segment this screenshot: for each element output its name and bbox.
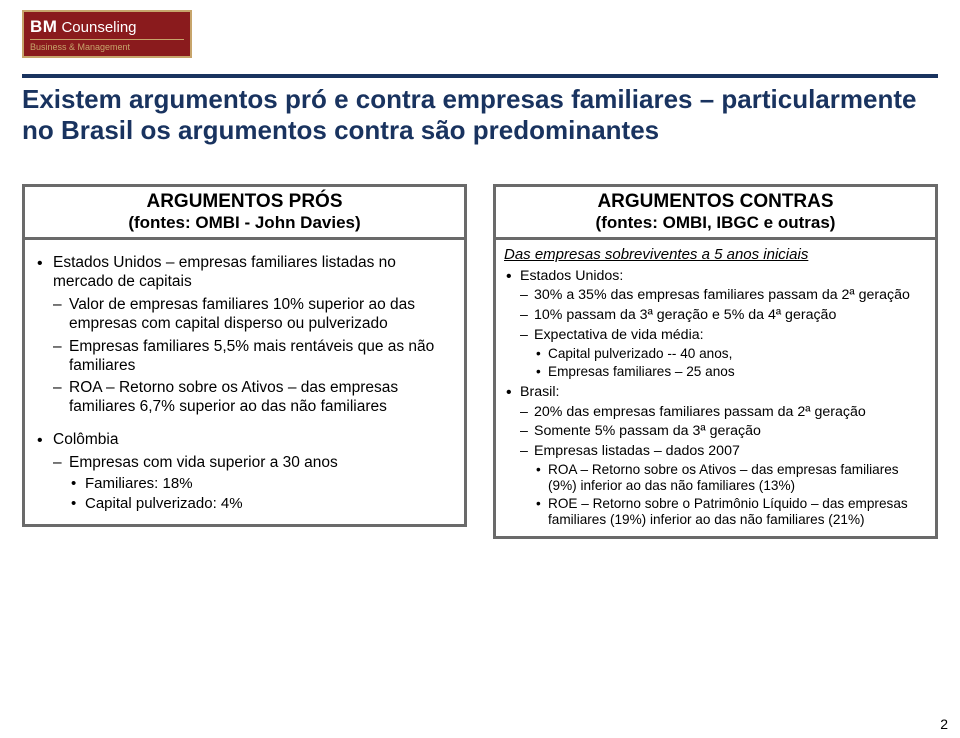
pros-co-heading: Colômbia <box>35 431 454 450</box>
brand-logo: BM Counseling Business & Management <box>22 10 192 58</box>
cons-source: (fontes: OMBI, IBGC e outras) <box>502 213 929 233</box>
pros-column: ARGUMENTOS PRÓS (fontes: OMBI - John Dav… <box>22 184 467 724</box>
page-title: Existem argumentos pró e contra empresas… <box>22 84 938 145</box>
cons-us-item: Expectativa de vida média: <box>504 327 927 344</box>
cons-column: ARGUMENTOS CONTRAS (fontes: OMBI, IBGC e… <box>493 184 938 724</box>
brand-subtitle: Business & Management <box>30 42 190 52</box>
pros-source: (fontes: OMBI - John Davies) <box>31 213 458 233</box>
page-number: 2 <box>940 716 948 732</box>
pros-us-item: Valor de empresas familiares 10% superio… <box>35 296 454 334</box>
title-block: Existem argumentos pró e contra empresas… <box>22 74 938 145</box>
cons-br-item: Empresas listadas – dados 2007 <box>504 443 927 460</box>
cons-us-item: 30% a 35% das empresas familiares passam… <box>504 287 927 304</box>
cons-br-item: 20% das empresas familiares passam da 2ª… <box>504 404 927 421</box>
cons-survive-note: Das empresas sobreviventes a 5 anos inic… <box>504 246 927 264</box>
brand-top-row: BM Counseling <box>30 17 190 37</box>
brand-name: Counseling <box>61 19 136 36</box>
cons-us-heading: Estados Unidos: <box>504 268 927 285</box>
title-rule <box>22 74 938 78</box>
cons-br-heading: Brasil: <box>504 384 927 401</box>
brand-rule <box>30 39 184 40</box>
slide: BM Counseling Business & Management Exis… <box>0 0 960 738</box>
pros-us-item: Empresas familiares 5,5% mais rentáveis … <box>35 338 454 376</box>
cons-header: ARGUMENTOS CONTRAS (fontes: OMBI, IBGC e… <box>493 184 938 240</box>
cons-us-life-item: Capital pulverizado -- 40 anos, <box>504 346 927 362</box>
columns: ARGUMENTOS PRÓS (fontes: OMBI - John Dav… <box>22 184 938 724</box>
pros-us-item: ROA – Retorno sobre os Ativos – das empr… <box>35 379 454 417</box>
cons-br-listed-item: ROE – Retorno sobre o Patrimônio Líquido… <box>504 496 927 528</box>
pros-co-item: Familiares: 18% <box>35 475 454 493</box>
cons-title: ARGUMENTOS CONTRAS <box>502 191 929 213</box>
pros-header: ARGUMENTOS PRÓS (fontes: OMBI - John Dav… <box>22 184 467 240</box>
pros-body: Estados Unidos – empresas familiares lis… <box>22 240 467 527</box>
cons-us-item: 10% passam da 3ª geração e 5% da 4ª gera… <box>504 307 927 324</box>
pros-co-sub: Empresas com vida superior a 30 anos <box>35 454 454 473</box>
cons-us-life-item: Empresas familiares – 25 anos <box>504 364 927 380</box>
cons-br-listed-item: ROA – Retorno sobre os Ativos – das empr… <box>504 462 927 494</box>
pros-co-item: Capital pulverizado: 4% <box>35 495 454 513</box>
pros-title: ARGUMENTOS PRÓS <box>31 191 458 213</box>
cons-body: Das empresas sobreviventes a 5 anos inic… <box>493 240 938 539</box>
cons-br-item: Somente 5% passam da 3ª geração <box>504 423 927 440</box>
brand-bold: BM <box>30 17 57 37</box>
pros-us-heading: Estados Unidos – empresas familiares lis… <box>35 254 454 292</box>
